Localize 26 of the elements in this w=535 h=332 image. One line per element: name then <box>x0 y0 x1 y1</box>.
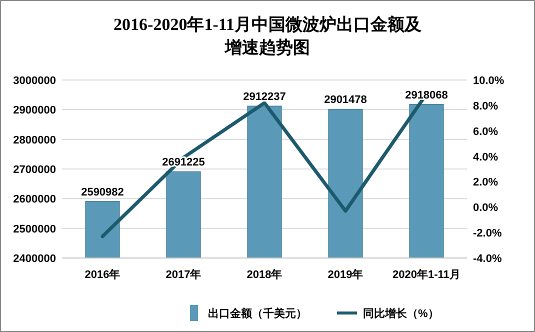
y2-tick-label: 10.0% <box>473 75 504 87</box>
data-label: 2901478 <box>324 94 367 106</box>
y2-tick-label: 8.0% <box>473 100 498 112</box>
x-tick-label: 2020年1-11月 <box>392 268 460 281</box>
x-tick-label: 2017年 <box>166 268 202 281</box>
x-tick-label: 2019年 <box>328 268 364 281</box>
legend-label: 出口金额（千美元） <box>208 307 307 320</box>
y-tick-label: 2400000 <box>13 253 56 265</box>
y-tick-label: 2900000 <box>13 104 56 117</box>
y2-tick-label: 0.0% <box>473 202 498 214</box>
legend-label: 同比增长（%） <box>363 307 439 320</box>
y2-tick-label: -2.0% <box>473 228 502 240</box>
y2-tick-label: 4.0% <box>473 151 498 164</box>
y-tick-label: 2700000 <box>13 164 56 176</box>
y-tick-label: 3000000 <box>13 75 56 87</box>
y-tick-label: 2800000 <box>13 134 56 146</box>
data-label: 2912237 <box>243 91 286 104</box>
y-tick-label: 2600000 <box>13 194 56 206</box>
y-tick-label: 2500000 <box>13 223 56 236</box>
y2-tick-label: -4.0% <box>473 253 502 265</box>
y2-tick-label: 2.0% <box>473 176 498 189</box>
x-tick-label: 2016年 <box>84 268 120 281</box>
x-tick-label: 2018年 <box>246 268 282 281</box>
data-label: 2590982 <box>81 186 124 198</box>
chart-title: 2016-2020年1-11月中国微波炉出口金额及增速趋势图 <box>114 15 422 57</box>
y2-tick-label: 6.0% <box>473 126 498 138</box>
